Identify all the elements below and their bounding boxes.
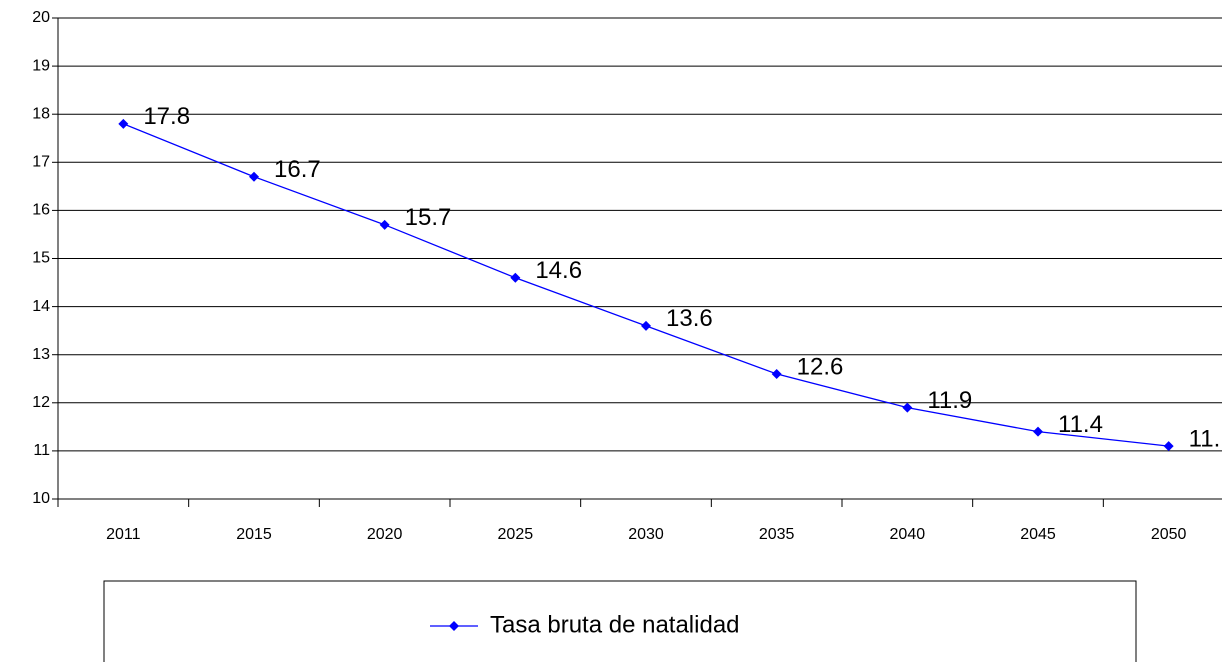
y-tick-label: 14	[32, 298, 50, 315]
data-label: 15.7	[405, 204, 452, 231]
marker	[1163, 441, 1174, 452]
data-label: 17.8	[143, 103, 190, 130]
x-tick-label: 2045	[1020, 526, 1056, 543]
x-tick-label: 2015	[236, 526, 272, 543]
marker	[902, 402, 913, 413]
x-tick-label: 2020	[367, 526, 403, 543]
x-tick-label: 2025	[498, 526, 534, 543]
y-tick-label: 15	[32, 250, 50, 267]
y-tick-label: 13	[32, 346, 50, 363]
legend-label: Tasa bruta de natalidad	[490, 611, 740, 638]
y-tick-label: 16	[32, 202, 50, 219]
x-tick-label: 2011	[106, 526, 141, 543]
y-tick-label: 12	[32, 394, 50, 411]
marker	[510, 272, 521, 283]
marker	[118, 118, 129, 129]
marker	[1033, 426, 1043, 437]
data-label: 14.6	[535, 257, 582, 284]
y-tick-label: 19	[32, 57, 50, 74]
legend-marker	[449, 621, 459, 631]
marker	[249, 171, 259, 182]
y-tick-label: 11	[33, 442, 50, 459]
marker	[771, 368, 782, 379]
data-label: 11.9	[927, 387, 972, 414]
x-tick-label: 2040	[890, 526, 926, 543]
y-tick-label: 18	[32, 105, 50, 122]
marker	[379, 219, 390, 230]
legend-box	[103, 580, 1137, 662]
data-label: 13.6	[666, 305, 713, 332]
data-label: 16.7	[274, 156, 321, 183]
y-tick-label: 20	[32, 9, 50, 26]
y-tick-label: 17	[32, 154, 50, 171]
data-label: 11.4	[1058, 411, 1103, 438]
data-label: 11.1	[1189, 425, 1222, 452]
x-tick-label: 2030	[628, 526, 664, 543]
marker	[641, 320, 651, 331]
y-tick-label: 10	[32, 490, 50, 507]
x-tick-label: 2050	[1151, 526, 1187, 543]
data-label: 12.6	[797, 353, 844, 380]
x-tick-label: 2035	[759, 526, 795, 543]
